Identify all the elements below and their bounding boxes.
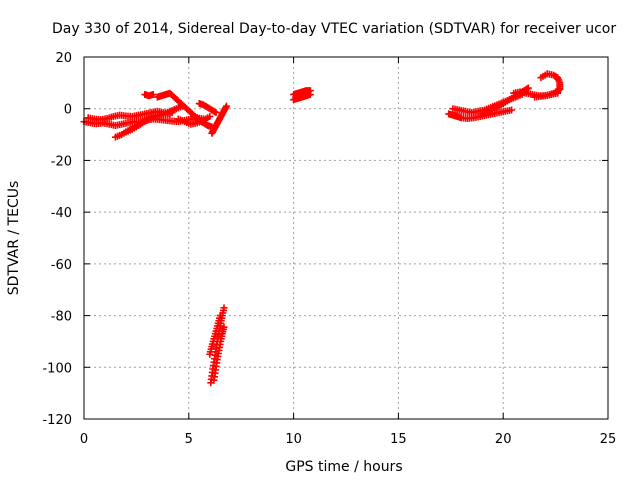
data-point xyxy=(304,88,312,96)
axis-ticks xyxy=(83,56,609,420)
y-tick-label: -60 xyxy=(51,258,72,273)
data-point xyxy=(508,106,516,114)
y-tick-label: 0 xyxy=(64,103,72,118)
grid-lines xyxy=(84,57,608,419)
x-tick-label: 5 xyxy=(185,432,193,447)
y-tick-label: -40 xyxy=(51,206,72,221)
data-point xyxy=(223,102,231,110)
x-tick-label: 10 xyxy=(285,432,302,447)
y-tick-label: -20 xyxy=(51,154,72,169)
x-axis-title: GPS time / hours xyxy=(285,459,402,475)
data-points xyxy=(80,70,564,387)
data-point xyxy=(149,90,157,98)
data-point xyxy=(212,109,220,117)
data-point xyxy=(220,323,228,331)
data-point xyxy=(556,85,564,93)
plot-frame xyxy=(83,56,609,420)
x-tick-label: 20 xyxy=(495,432,512,447)
x-tick-label: 15 xyxy=(390,432,407,447)
x-tick-labels: 0 5 10 15 20 25 xyxy=(80,432,616,447)
data-point xyxy=(216,312,224,320)
data-point xyxy=(211,108,219,116)
y-tick-labels: 20 0 -20 -40 -60 -80 -100 -120 xyxy=(42,51,72,428)
x-tick-label: 0 xyxy=(80,432,88,447)
y-tick-label: -80 xyxy=(51,310,72,325)
data-point xyxy=(206,112,214,120)
x-tick-label: 25 xyxy=(600,432,617,447)
chart-title: Day 330 of 2014, Sidereal Day-to-day VTE… xyxy=(52,21,616,37)
y-tick-label: 20 xyxy=(55,51,72,66)
y-axis-title: SDTVAR / TECUs xyxy=(6,181,22,296)
y-tick-label: -100 xyxy=(42,361,72,376)
data-point xyxy=(220,304,228,312)
y-tick-label: -120 xyxy=(42,413,72,428)
